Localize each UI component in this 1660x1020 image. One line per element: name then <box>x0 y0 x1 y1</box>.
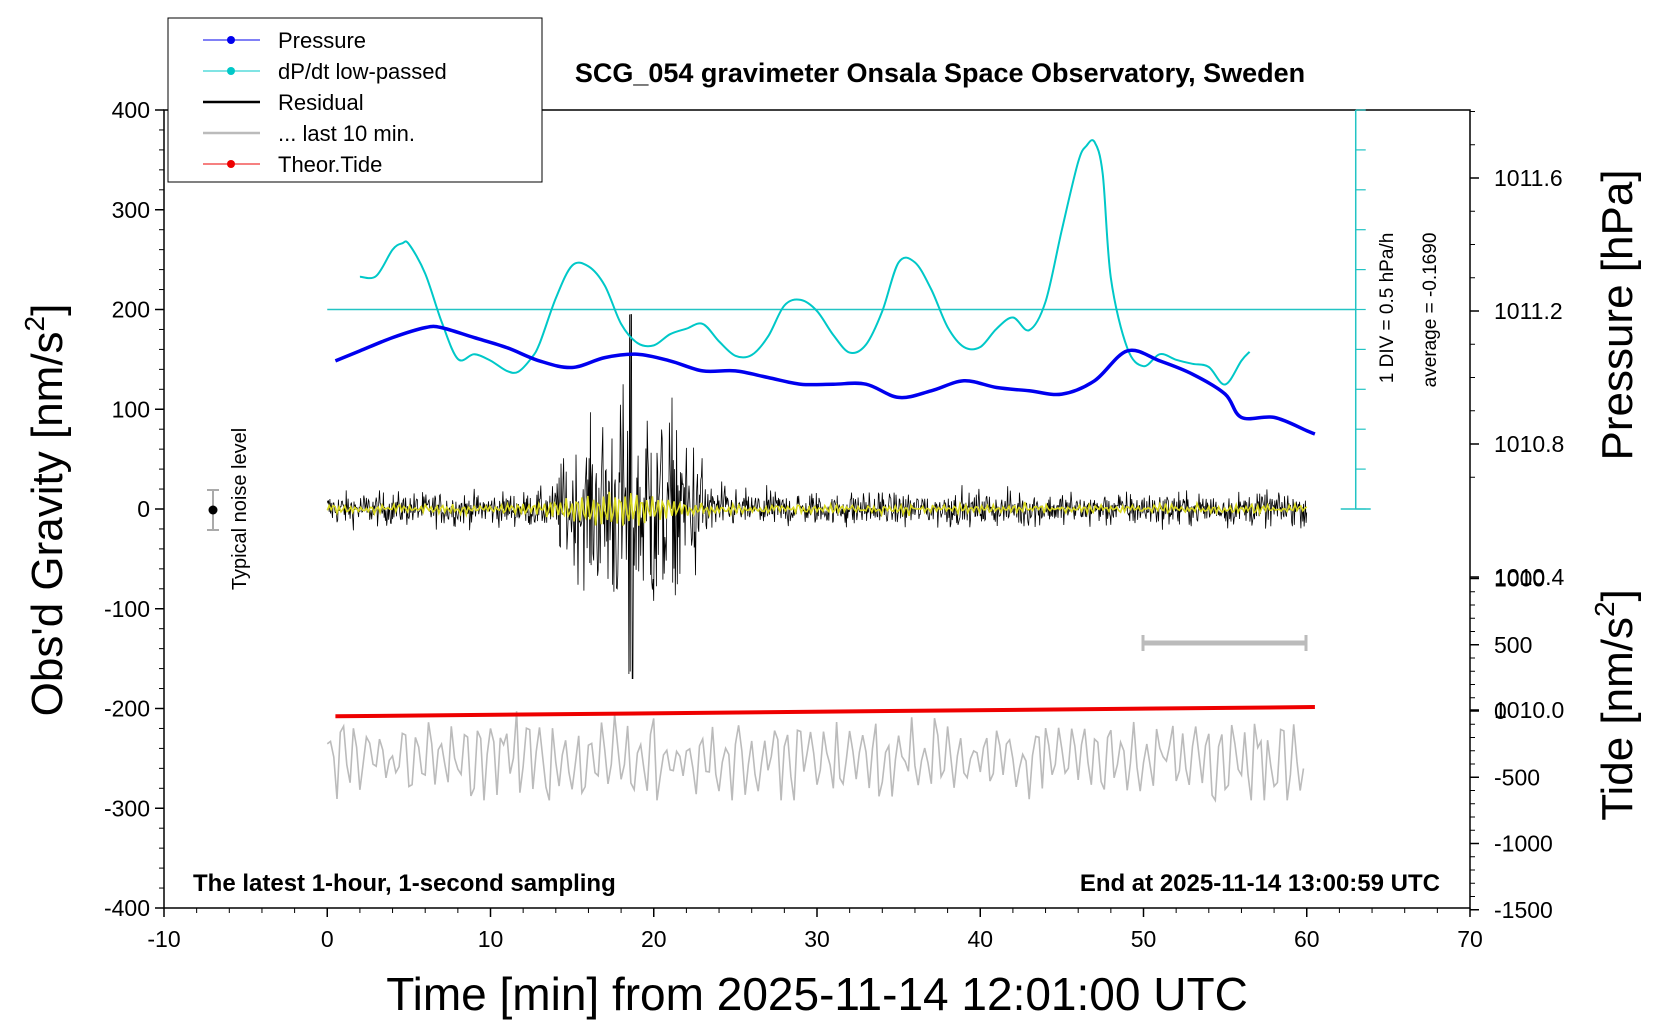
dpdt-series <box>359 139 1251 386</box>
tide-tick-label: -1000 <box>1494 831 1553 857</box>
x-tick-label: 0 <box>321 926 334 952</box>
gravity-tick-label: 300 <box>112 197 150 223</box>
residual-line <box>326 314 1308 679</box>
gravity-tick-label: 100 <box>112 396 150 422</box>
legend-label: Residual <box>278 90 364 115</box>
pressure-line <box>334 324 1316 436</box>
tide-line <box>335 705 1315 719</box>
pressure-axis-label: Pressure [hPa] <box>1593 169 1642 460</box>
tide-tick-label: -500 <box>1494 764 1540 790</box>
gravity-tick-label: 400 <box>112 97 150 123</box>
legend-label: Pressure <box>278 28 366 53</box>
pressure-series <box>334 324 1316 436</box>
last-10-min-series <box>326 711 1305 803</box>
pressure-tick-label: 1010.0 <box>1494 697 1564 723</box>
x-tick-label: 50 <box>1131 926 1157 952</box>
gravity-tick-label: -400 <box>104 895 150 921</box>
legend: Pressure dP/dt low-passed Residual ... last… <box>167 17 543 183</box>
gravity-tick-label: -100 <box>104 596 150 622</box>
noise-level-marker <box>207 489 219 531</box>
tide-tick-label: -1500 <box>1494 897 1553 923</box>
legend-marker <box>227 67 235 75</box>
gravity-tick-label: 0 <box>137 496 150 522</box>
residual-filtered-line <box>326 491 1308 526</box>
last-10-min-line <box>326 711 1305 803</box>
sampling-annotation: The latest 1-hour, 1-second sampling <box>193 870 616 897</box>
gravity-tick-label: -200 <box>104 696 150 722</box>
tide-axis-ticks: 1000 500 0 -500 -1000 -1500 <box>1470 566 1553 923</box>
chart-title: SCG_054 gravimeter Onsala Space Observat… <box>575 58 1305 88</box>
x-tick-label: 20 <box>641 926 667 952</box>
gravity-tick-label: 200 <box>112 297 150 323</box>
dpdt-line <box>359 139 1251 386</box>
gravity-label-end: ] <box>23 304 72 316</box>
residual-series <box>326 314 1308 679</box>
dpdt-average-label: average = -0.1690 <box>1420 233 1441 388</box>
tide-label-sup: 2 <box>1589 601 1620 617</box>
tide-axis-label: Tide [nm/s2] <box>1589 589 1642 821</box>
x-tick-label: 70 <box>1457 926 1483 952</box>
legend-marker <box>227 36 235 44</box>
legend-label: Theor.Tide <box>278 152 382 177</box>
legend-label: ... last 10 min. <box>278 121 415 146</box>
noise-level-label: Typical noise level <box>229 428 251 590</box>
x-axis-label: Time [min] from 2025-11-14 12:01:00 UTC <box>386 968 1248 1020</box>
legend-label: dP/dt low-passed <box>278 59 447 84</box>
theor-tide-series <box>335 705 1315 719</box>
pressure-tick-label: 1011.6 <box>1494 165 1563 191</box>
gravity-label-main: Obs'd Gravity [nm/s <box>23 331 72 716</box>
pressure-tick-label: 1010.4 <box>1494 564 1565 590</box>
pressure-axis-ticks: 1011.6 1011.2 1010.8 1010.4 1010.0 <box>1470 111 1565 723</box>
x-tick-label: 60 <box>1294 926 1320 952</box>
gravity-tick-label: -300 <box>104 795 150 821</box>
residual-filtered-series <box>326 491 1308 526</box>
gravity-axis-label: Obs'd Gravity [nm/s2] <box>19 304 72 717</box>
pressure-tick-label: 1011.2 <box>1494 298 1563 324</box>
end-time-annotation: End at 2025-11-14 13:00:59 UTC <box>1080 870 1440 897</box>
gravity-axis-ticks: 400 300 200 100 0 -100 -200 -300 -400 <box>104 97 164 921</box>
x-axis-ticks: -10 0 10 20 30 40 50 60 70 <box>147 908 1483 952</box>
tide-tick-label: 500 <box>1494 632 1532 658</box>
ten-minute-scale-bar <box>1141 635 1308 651</box>
tide-tick-label: 1000 <box>1494 566 1545 592</box>
x-tick-label: -10 <box>147 926 180 952</box>
legend-marker <box>227 160 235 168</box>
dpdt-scale-label: 1 DIV = 0.5 hPa/h <box>1377 233 1398 384</box>
x-tick-label: 30 <box>804 926 830 952</box>
pressure-tick-label: 1010.8 <box>1494 431 1564 457</box>
tide-label-main: Tide [nm/s <box>1593 617 1642 821</box>
tide-label-end: ] <box>1593 589 1642 601</box>
x-tick-label: 10 <box>478 926 504 952</box>
tide-tick-label: 0 <box>1494 698 1507 724</box>
gravity-label-sup: 2 <box>19 316 50 332</box>
dpdt-scale-axis <box>327 109 1371 510</box>
x-tick-label: 40 <box>967 926 993 952</box>
